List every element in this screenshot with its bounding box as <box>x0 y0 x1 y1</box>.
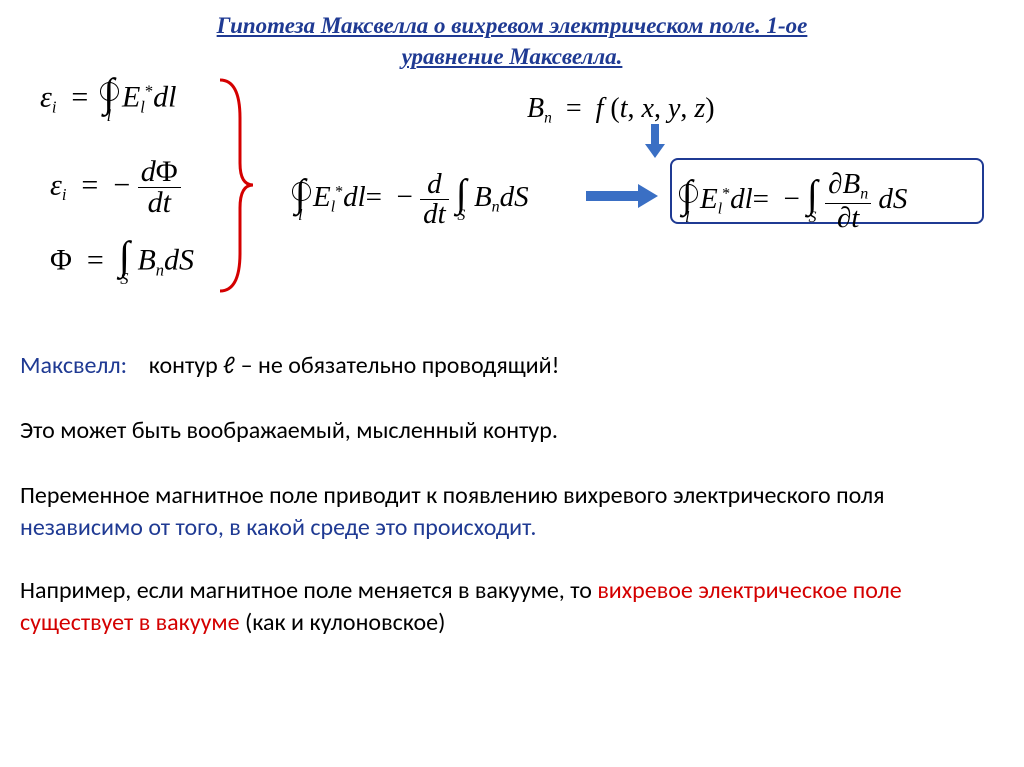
label-maxwell: Максвелл: <box>20 351 127 380</box>
arrow-right-icon <box>586 184 658 208</box>
text-vacuum: Например, если магнитное поле меняется в… <box>20 575 1000 640</box>
eq-flux-def: Φ = ∫S BndS <box>50 238 194 287</box>
text4a: Например, если магнитное поле меняется в… <box>20 576 597 605</box>
title-line2: уравнение Максвелла. <box>402 44 623 69</box>
text-maxwell: Максвелл: контур ℓ – не обязательно пров… <box>20 350 559 382</box>
text3a: Переменное магнитное поле приводит к поя… <box>20 481 884 510</box>
eq-final: ∫l El*dl= − ∫S ∂Bn∂t dS <box>682 170 907 233</box>
title-line1: Гипотеза Максвелла о вихревом электричес… <box>217 13 808 38</box>
text-line1-rest: контур ℓ – не обязательно проводящий! <box>149 351 560 380</box>
arrow-down-icon <box>645 124 665 158</box>
page-title: Гипотеза Максвелла о вихревом электричес… <box>0 10 1024 72</box>
eq-bn-function: Bn = f (t, x, y, z) <box>527 90 715 129</box>
text-independent: Переменное магнитное поле приводит к поя… <box>20 480 1000 545</box>
text3b: независимо от того, в какой среде это пр… <box>20 513 536 542</box>
text4c: (как и кулоновское) <box>240 608 446 637</box>
red-brace <box>215 78 255 293</box>
eq-intermediate: ∫l El*dl= − ddt ∫S BndS <box>295 170 529 229</box>
text-imaginary: Это может быть воображаемый, мысленный к… <box>20 415 558 447</box>
eq-emf-circulation: εi = ∫l El*dl <box>40 75 176 124</box>
eq-emf-flux: εi = − dΦdt <box>50 157 181 218</box>
